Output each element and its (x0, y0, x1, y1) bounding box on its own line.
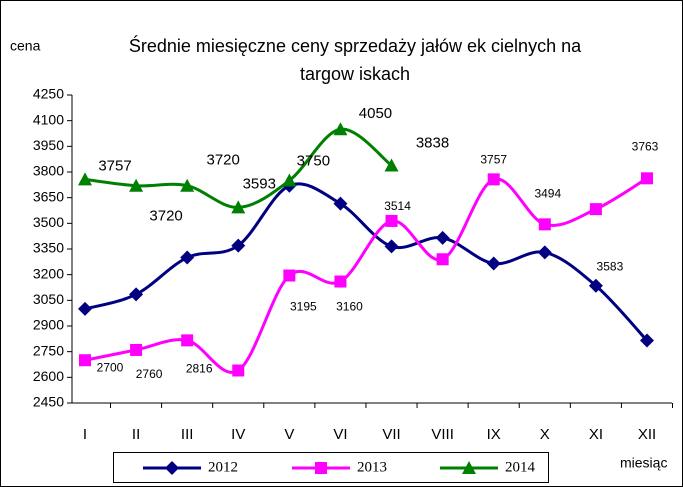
data-point (232, 364, 245, 377)
data-point (231, 238, 246, 253)
x-tick-label: XI (589, 426, 603, 443)
data-label: 3160 (336, 300, 363, 314)
data-label: 2760 (136, 367, 163, 381)
y-tick-label: 3050 (33, 291, 64, 307)
data-point (385, 214, 398, 227)
data-point (333, 122, 348, 136)
x-tick-label: I (83, 426, 87, 443)
data-label: 3757 (98, 157, 131, 174)
data-label: 3593 (243, 175, 276, 192)
data-label: 3514 (384, 199, 411, 213)
y-tick-label: 3350 (33, 240, 64, 256)
y-tick-label: 3500 (33, 214, 64, 230)
legend-marker (315, 462, 327, 474)
data-point (231, 200, 246, 214)
x-tick-label: IV (231, 426, 245, 443)
y-tick-label: 2900 (33, 317, 64, 333)
x-tick-label: XII (638, 426, 656, 443)
data-point (487, 173, 500, 186)
data-point (640, 333, 654, 348)
data-point (130, 343, 143, 356)
x-tick-label: VII (382, 426, 400, 443)
data-point (538, 218, 551, 231)
legend-label: 2013 (357, 459, 387, 475)
data-point (180, 178, 195, 192)
y-axis-label: cena (10, 38, 41, 54)
y-tick-label: 2600 (33, 368, 64, 384)
x-tick-label: IX (487, 426, 501, 443)
y-tick-label: 3950 (33, 137, 64, 153)
data-point (486, 256, 501, 271)
x-tick-label: II (132, 426, 140, 443)
data-point (334, 275, 347, 288)
data-label: 2700 (97, 360, 124, 374)
data-label: 3494 (534, 187, 561, 201)
data-point (79, 354, 91, 367)
data-point (589, 203, 602, 216)
data-point (436, 253, 449, 266)
data-point (181, 334, 194, 347)
data-label: 3757 (480, 153, 507, 167)
data-label: 4050 (359, 105, 392, 122)
data-point (180, 250, 195, 265)
data-point (129, 178, 144, 192)
y-tick-label: 3200 (33, 265, 64, 281)
y-tick-label: 2450 (33, 394, 64, 410)
data-point (384, 158, 399, 172)
data-point (384, 239, 399, 254)
data-label: 3763 (632, 140, 659, 154)
chart-title: Średnie miesięczne ceny sprzedaży jałów … (129, 35, 582, 56)
data-point (641, 172, 653, 185)
x-tick-label: X (540, 426, 550, 443)
y-tick-label: 4100 (33, 111, 64, 127)
data-point (282, 173, 297, 187)
data-point (78, 301, 92, 316)
x-tick-label: VIII (431, 426, 454, 443)
data-point (129, 287, 144, 302)
x-axis-label: miesiąc (620, 455, 667, 471)
x-tick-label: V (284, 426, 294, 443)
data-label: 3583 (597, 259, 624, 273)
data-point (283, 269, 296, 282)
data-point (435, 230, 450, 245)
data-point (333, 196, 348, 211)
x-tick-label: III (181, 426, 194, 443)
data-point (537, 245, 552, 260)
y-tick-label: 3650 (33, 188, 64, 204)
data-label: 3195 (290, 300, 317, 314)
data-label: 3720 (149, 208, 182, 225)
y-tick-label: 3800 (33, 163, 64, 179)
legend-label: 2012 (208, 459, 238, 475)
chart-title: targow iskach (300, 64, 410, 84)
data-point (78, 172, 92, 186)
legend-marker (165, 461, 179, 475)
data-label: 3750 (297, 153, 330, 170)
y-tick-label: 4250 (33, 86, 64, 102)
y-tick-label: 2750 (33, 342, 64, 358)
legend-label: 2014 (505, 459, 536, 475)
data-label: 2816 (186, 362, 213, 376)
data-label: 3720 (206, 152, 239, 169)
x-tick-label: VI (333, 426, 347, 443)
data-point (588, 278, 603, 293)
legend-marker (462, 461, 476, 474)
data-label: 3838 (416, 134, 449, 151)
